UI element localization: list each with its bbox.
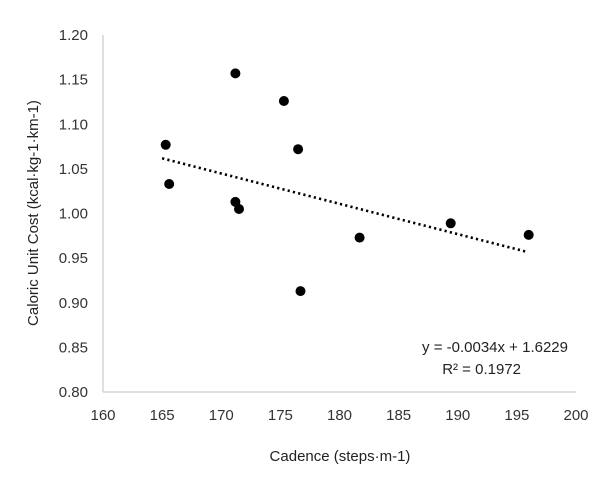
data-point — [230, 68, 241, 79]
trendline-r-squared: R² = 0.1972 — [442, 361, 521, 378]
y-tick-label: 1.10 — [59, 116, 88, 133]
y-tick-label: 0.95 — [59, 250, 88, 267]
data-point — [445, 218, 456, 229]
data-points — [160, 68, 534, 297]
data-point — [354, 232, 365, 243]
x-tick-label: 185 — [386, 407, 411, 424]
x-tick-label: 195 — [504, 407, 529, 424]
data-point — [160, 139, 171, 150]
y-tick-label: 1.00 — [59, 206, 88, 223]
x-tick-label: 170 — [209, 407, 234, 424]
trendline-equation: y = -0.0034x + 1.6229 — [422, 339, 568, 356]
y-tick-label: 0.85 — [59, 339, 88, 356]
data-point — [293, 144, 304, 155]
data-point — [164, 179, 175, 189]
data-point — [234, 204, 244, 214]
y-tick-label: 1.15 — [59, 72, 88, 89]
data-point — [278, 96, 289, 106]
x-tick-label: 175 — [268, 407, 293, 424]
x-tick-label: 160 — [90, 407, 115, 424]
x-axis-title: Cadence (steps·m-1) — [270, 448, 411, 465]
y-tick-label: 1.20 — [59, 27, 88, 44]
y-tick-labels: 0.80 0.85 0.90 0.95 1.00 1.05 1.10 1.15 1.20 — [59, 27, 88, 401]
y-axis-title: Caloric Unit Cost (kcal·kg-1·km-1) — [25, 100, 42, 326]
y-tick-label: 1.05 — [59, 161, 88, 178]
x-tick-labels: 160 165 170 175 180 185 190 195 200 — [90, 407, 588, 424]
y-tick-label: 0.80 — [59, 384, 88, 401]
x-tick-label: 165 — [150, 407, 175, 424]
y-tick-label: 0.90 — [59, 295, 88, 312]
x-tick-label: 200 — [563, 407, 588, 424]
x-tick-label: 180 — [327, 407, 352, 424]
data-point — [295, 286, 306, 297]
x-tick-label: 190 — [445, 407, 470, 424]
trendline — [161, 157, 527, 253]
data-point — [523, 229, 534, 240]
plot-area: 0.80 0.85 0.90 0.95 1.00 1.05 1.10 1.15 1.20 160… — [59, 27, 589, 424]
